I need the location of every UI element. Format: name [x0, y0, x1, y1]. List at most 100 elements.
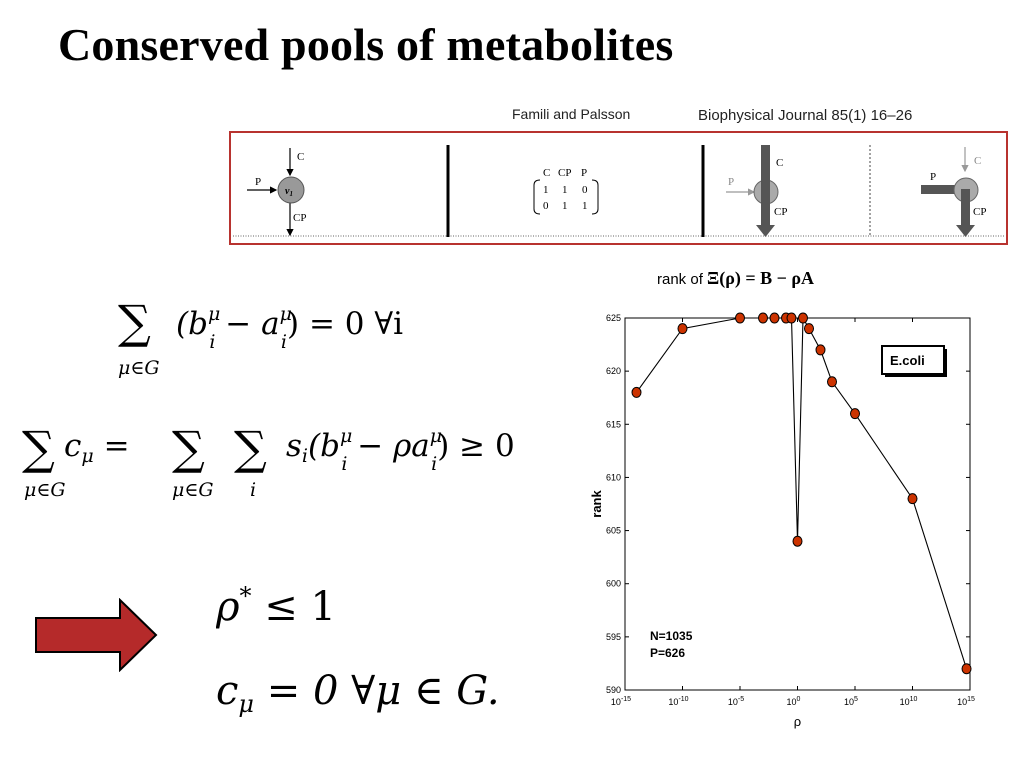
thick-flux-arrowhead [956, 225, 975, 237]
sum-subscript: μ∈G [172, 479, 214, 501]
figure-strip: C P CP v1 C CP P 1 1 0 0 1 1 C P CP [229, 131, 1008, 245]
data-point [735, 312, 745, 324]
chart-title: rank of Ξ(ρ) = B − ρA [657, 268, 814, 289]
sum-subscript: μ∈G [24, 479, 66, 501]
label-p: P [255, 176, 261, 188]
legend: E.coli [881, 345, 947, 377]
matrix-header-p: P [581, 167, 587, 179]
data-point [677, 323, 688, 335]
annotation-n: N=1035 [650, 629, 693, 643]
sum-symbol: ∑ [234, 421, 267, 475]
implies-arrow [34, 597, 160, 677]
matrix-cell: 1 [562, 200, 568, 212]
data-point [961, 663, 972, 675]
y-tick-label: 600 [606, 579, 621, 589]
annotation-p: P=626 [650, 646, 685, 660]
equation-3-graphic: ρ* ≤ 1 [215, 582, 336, 630]
sum-symbol: ∑ [118, 295, 151, 349]
matrix-cell: 0 [543, 200, 549, 212]
slide-title: Conserved pools of metabolites [58, 19, 674, 70]
thick-flux-bar [761, 145, 770, 225]
label-cp: CP [973, 206, 986, 218]
label-cp: CP [774, 206, 787, 218]
x-tick-label: 10-10 [668, 696, 688, 707]
label-c: C [776, 157, 783, 169]
y-tick-label: 610 [606, 472, 621, 482]
x-tick-label: 105 [844, 696, 858, 707]
equation-3: ρ* ≤ 1 [215, 576, 416, 640]
data-point [792, 535, 803, 547]
sum-subscript: μ∈G [118, 357, 160, 379]
legend-label: E.coli [890, 353, 925, 368]
chart-title-math: Ξ(ρ) = B − ρA [707, 268, 814, 288]
y-tick-label: 605 [606, 526, 621, 536]
equation-1-graphic: ∑ μ∈G (bμ i − aμ i) = 0 ∀i [118, 295, 403, 379]
figure-strip-graphic: C P CP v1 C CP P 1 1 0 0 1 1 C P CP [233, 145, 1004, 237]
equation-4-graphic: cμ = 0 ∀μ ∈ G. [216, 668, 500, 718]
eq4-text: cμ = 0 ∀μ ∈ G. [216, 668, 500, 718]
eq2-lhs: cμ = [64, 428, 130, 467]
y-tick-label: 620 [606, 366, 621, 376]
data-point [769, 312, 780, 324]
sum-subscript: i [250, 479, 256, 501]
x-axis-label: ρ [794, 714, 801, 729]
x-tick-label: 10-15 [611, 696, 631, 707]
data-point [758, 312, 768, 324]
data-point [631, 386, 642, 398]
matrix-cell: 0 [582, 184, 588, 196]
node-label: v1 [285, 186, 293, 198]
sum-symbol: ∑ [172, 421, 205, 475]
panel-1: C P CP v1 [247, 148, 306, 237]
panel-2-matrix: C CP P 1 1 0 0 1 1 [533, 167, 599, 215]
y-tick-label: 625 [606, 313, 621, 323]
y-tick-label: 595 [606, 632, 621, 642]
x-tick-label: 10-5 [728, 696, 744, 707]
x-tick-label: 100 [787, 696, 801, 707]
data-point [850, 408, 860, 420]
equation-1: ∑ μ∈G (bμ i − aμ i) = 0 ∀i [118, 292, 478, 391]
label-p: P [728, 176, 734, 188]
chart-title-prefix: rank of [657, 271, 708, 288]
eq2-body: si(bμ i − ρaμ i) ≥ 0 [286, 425, 515, 475]
label-p: P [930, 171, 936, 183]
x-tick-label: 1010 [900, 696, 918, 707]
matrix-cell: 1 [562, 184, 568, 196]
citation-journal: Biophysical Journal 85(1) 16–26 [698, 107, 913, 124]
label-cp: CP [293, 212, 306, 224]
data-point [907, 493, 918, 505]
sum-symbol: ∑ [22, 421, 55, 475]
panel-4: C P CP [921, 147, 986, 237]
data-point [786, 312, 797, 324]
rank-chart: 590 595 600 605 610 615 620 625 10-15 10-10 10-5 10… [585, 298, 985, 743]
data-point [827, 376, 837, 388]
matrix-bracket-right [591, 179, 599, 215]
equation-4: cμ = 0 ∀μ ∈ G. [216, 664, 586, 728]
equation-2: ∑ μ∈G cμ = ∑ μ∈G ∑ i si(bμ i − ρaμ i) ≥ 0 [22, 418, 582, 512]
data-point [804, 323, 814, 335]
eq1-body: (bμ i − aμ i) = 0 ∀i [176, 303, 403, 353]
data-point [797, 312, 808, 324]
node-v1 [277, 176, 305, 204]
legend-box [881, 345, 945, 375]
equation-2-graphic: ∑ μ∈G cμ = ∑ μ∈G ∑ i si(bμ i − ρaμ i) ≥ 0 [22, 421, 515, 501]
panel-3: C P CP [726, 145, 787, 237]
x-tick-label: 1015 [957, 696, 975, 707]
thick-flux-arrowhead [756, 225, 775, 237]
thick-bar-horizontal [921, 185, 966, 194]
matrix-header-cp: CP [558, 167, 571, 179]
data-point [815, 344, 826, 356]
matrix-header-c: C [543, 167, 550, 179]
eq3-text: ρ* ≤ 1 [216, 582, 336, 630]
y-tick-label: 590 [606, 685, 621, 695]
thick-bar-vertical [961, 189, 970, 225]
citation-authors: Famili and Palsson [512, 106, 631, 122]
label-c: C [974, 155, 981, 167]
rank-chart-svg: 590 595 600 605 610 615 620 625 10-15 10-10 10-5 10… [589, 312, 975, 729]
arrow-right-icon [35, 597, 158, 673]
y-tick-label: 615 [606, 419, 621, 429]
matrix-cell: 1 [543, 184, 549, 196]
matrix-bracket-left [533, 179, 541, 215]
y-axis-label: rank [589, 490, 604, 518]
label-c: C [297, 151, 304, 163]
matrix-cell: 1 [582, 200, 588, 212]
